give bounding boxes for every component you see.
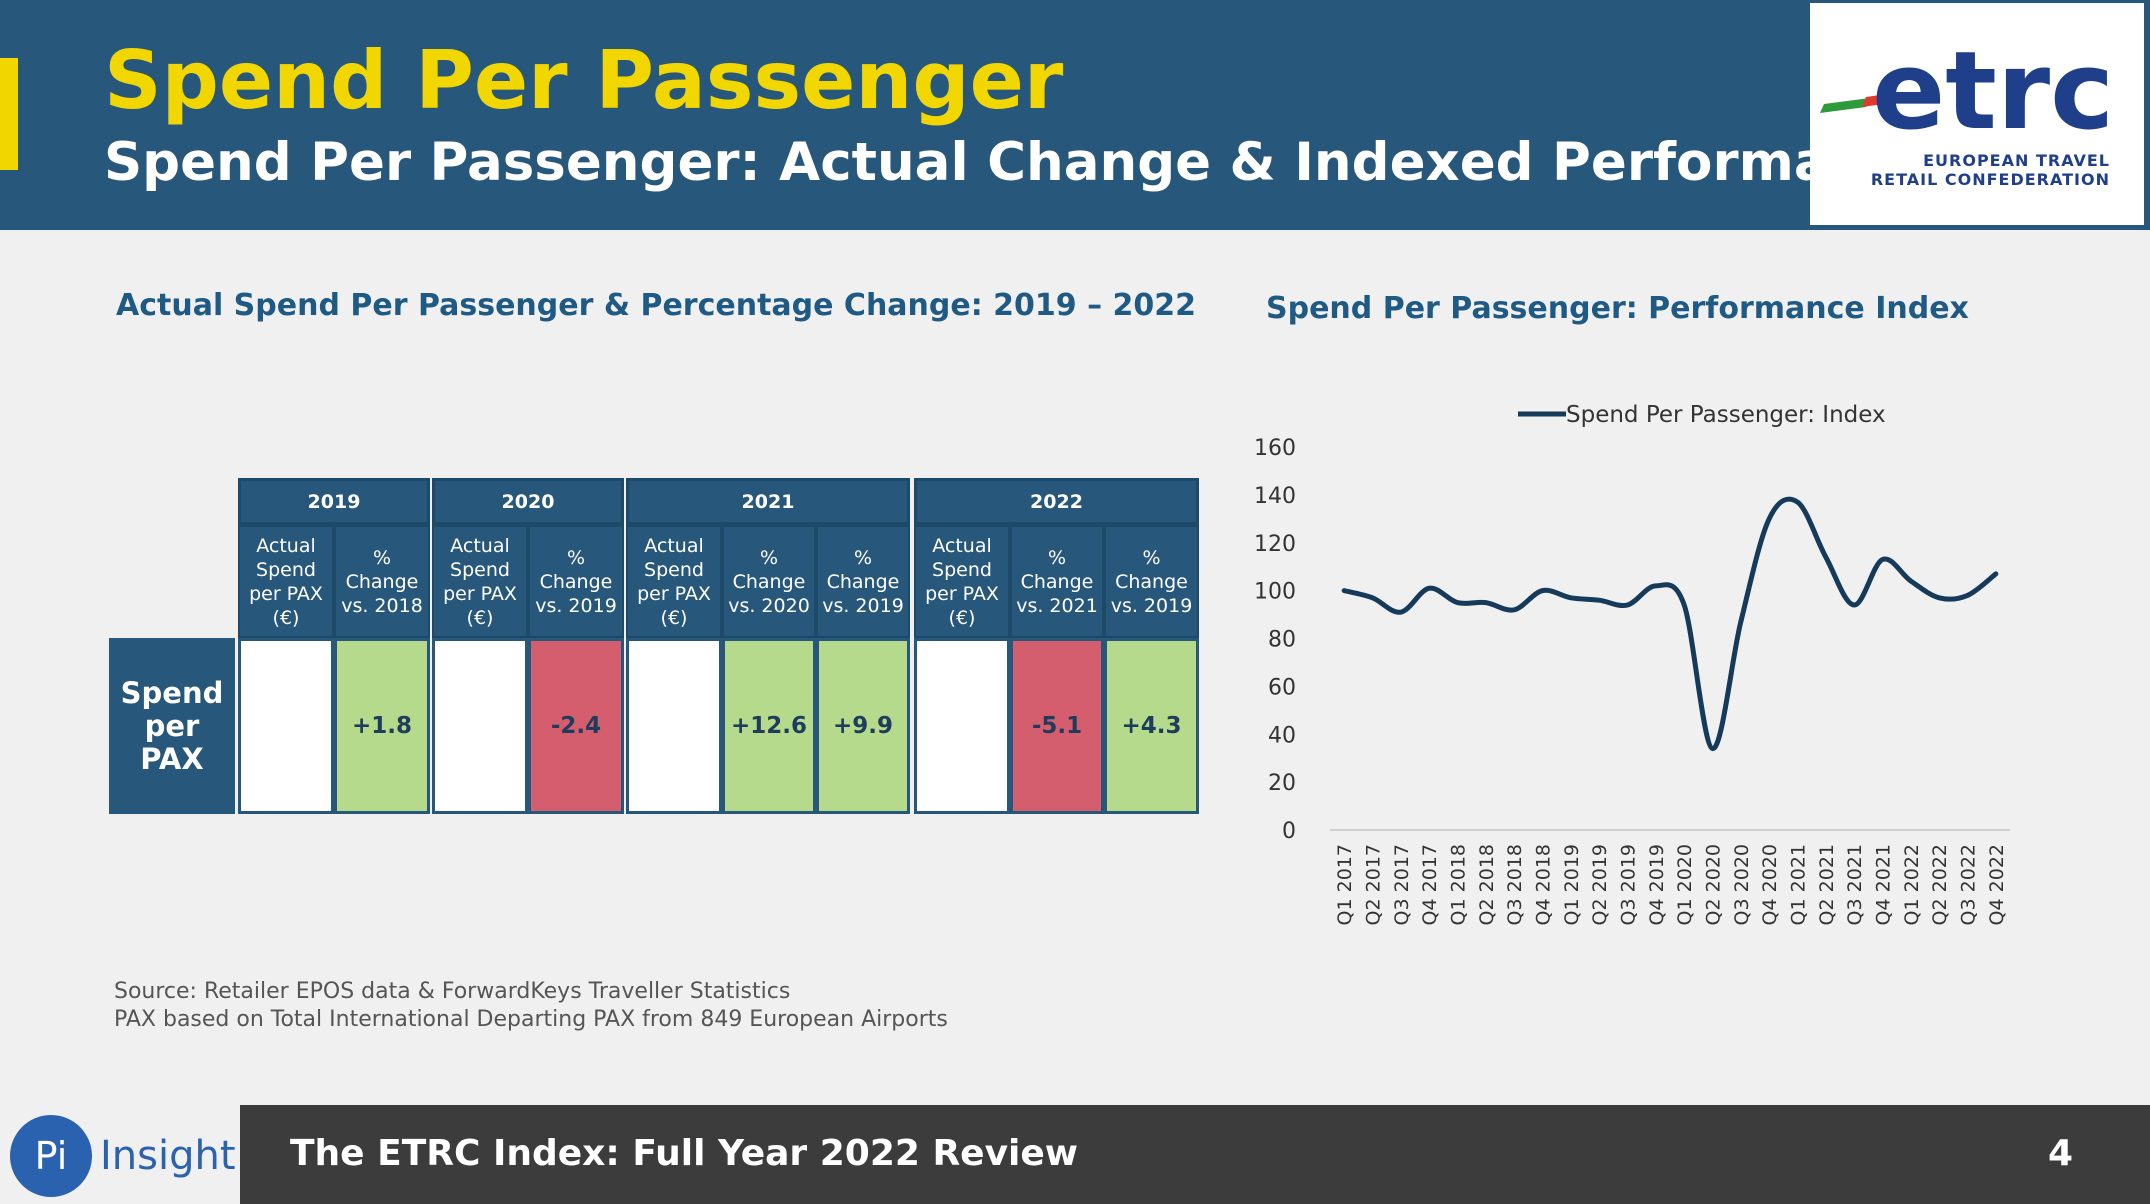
etrc-logo-graphic: etrc: [1820, 29, 2114, 154]
page-subtitle: Spend Per Passenger: Actual Change & Ind…: [104, 132, 1935, 193]
x-tick-label: Q2 2018: [1476, 844, 1498, 925]
x-tick-label: Q4 2022: [1986, 844, 2008, 925]
value-cell: +9.9: [816, 638, 910, 814]
x-tick-label: Q3 2021: [1844, 844, 1866, 925]
source-line-2: PAX based on Total International Departi…: [114, 1007, 948, 1032]
x-tick-label: Q4 2018: [1533, 844, 1555, 925]
col-header: % Change vs. 2019: [528, 525, 624, 638]
col-header: % Change vs. 2021: [1010, 525, 1104, 638]
header-bar: [0, 0, 2150, 230]
legend-label: Spend Per Passenger: Index: [1566, 402, 1886, 428]
y-tick-label: 80: [1268, 628, 1296, 653]
logo-wordmark: etrc: [1872, 29, 2114, 154]
row-label: Spend per PAX: [109, 638, 235, 814]
logo-line-1: EUROPEAN TRAVEL: [1923, 151, 2110, 170]
x-tick-label: Q1 2019: [1561, 844, 1583, 925]
x-tick-label: Q2 2020: [1703, 844, 1725, 925]
col-header: Actual Spend per PAX (€): [432, 525, 528, 638]
col-header: Actual Spend per PAX (€): [238, 525, 334, 638]
x-tick-label: Q1 2017: [1334, 844, 1356, 925]
value-cell: +1.8: [334, 638, 430, 814]
col-header: % Change vs. 2020: [722, 525, 816, 638]
value-cell: [914, 638, 1010, 814]
header-accent-bar: [0, 58, 18, 170]
year-header-2020: 2020: [432, 478, 624, 525]
year-header-2019: 2019: [238, 478, 430, 525]
x-tick-label: Q4 2017: [1419, 844, 1441, 925]
x-tick-label: Q1 2021: [1788, 844, 1810, 925]
page-title: Spend Per Passenger: [104, 34, 1064, 127]
table-section-title: Actual Spend Per Passenger & Percentage …: [116, 288, 1197, 323]
value-cell: +4.3: [1104, 638, 1199, 814]
y-tick-label: 140: [1254, 484, 1296, 509]
value-cell: [626, 638, 722, 814]
x-tick-label: Q3 2020: [1731, 844, 1753, 925]
footer-bar: [240, 1105, 2150, 1204]
col-header: % Change vs. 2019: [1104, 525, 1199, 638]
col-header: Actual Spend per PAX (€): [626, 525, 722, 638]
x-tick-label: Q3 2017: [1391, 844, 1413, 925]
x-tick-label: Q4 2019: [1646, 844, 1668, 925]
series-line: [1341, 496, 1999, 752]
year-header-2022: 2022: [914, 478, 1199, 525]
x-tick-label: Q3 2018: [1504, 844, 1526, 925]
y-tick-label: 40: [1268, 723, 1296, 748]
etrc-logo: etrc EUROPEAN TRAVEL RETAIL CONFEDERATIO…: [1810, 3, 2144, 225]
x-tick-label: Q1 2022: [1901, 844, 1923, 925]
y-tick-label: 20: [1268, 771, 1296, 796]
col-header: Actual Spend per PAX (€): [914, 525, 1010, 638]
value-cell: -2.4: [528, 638, 624, 814]
pi-insight-wordmark: Insight: [100, 1133, 236, 1179]
value-cell: +12.6: [722, 638, 816, 814]
x-tick-label: Q2 2021: [1816, 844, 1838, 925]
x-tick-label: Q4 2020: [1759, 844, 1781, 925]
source-line-1: Source: Retailer EPOS data & ForwardKeys…: [114, 979, 791, 1004]
x-tick-label: Q1 2018: [1448, 844, 1470, 925]
x-tick-label: Q2 2017: [1363, 844, 1385, 925]
x-tick-label: Q3 2022: [1958, 844, 1980, 925]
y-tick-label: 160: [1254, 436, 1296, 461]
value-cell: [238, 638, 334, 814]
y-tick-label: 120: [1254, 532, 1296, 557]
chart-section-title: Spend Per Passenger: Performance Index: [1266, 291, 1969, 326]
y-tick-label: 100: [1254, 580, 1296, 605]
footer-title: The ETRC Index: Full Year 2022 Review: [290, 1133, 1079, 1174]
year-header-2021: 2021: [626, 478, 910, 525]
col-header: % Change vs. 2019: [816, 525, 910, 638]
page-number: 4: [2048, 1133, 2074, 1174]
y-tick-label: 0: [1282, 819, 1296, 844]
value-cell: [432, 638, 528, 814]
pi-insight-logo-icon: Pi: [10, 1115, 92, 1197]
index-line-chart: 0 20 40 60 80 100 120 140 160 Q1 2017 Q2 2017 Q3 20…: [1254, 402, 2010, 925]
x-tick-label: Q2 2022: [1929, 844, 1951, 925]
logo-line-2: RETAIL CONFEDERATION: [1870, 170, 2110, 189]
x-tick-label: Q2 2019: [1589, 844, 1611, 925]
col-header: % Change vs. 2018: [334, 525, 430, 638]
x-tick-label: Q3 2019: [1618, 844, 1640, 925]
x-tick-label: Q4 2021: [1873, 844, 1895, 925]
x-tick-label: Q1 2020: [1674, 844, 1696, 925]
y-tick-label: 60: [1268, 675, 1296, 700]
value-cell: -5.1: [1010, 638, 1104, 814]
